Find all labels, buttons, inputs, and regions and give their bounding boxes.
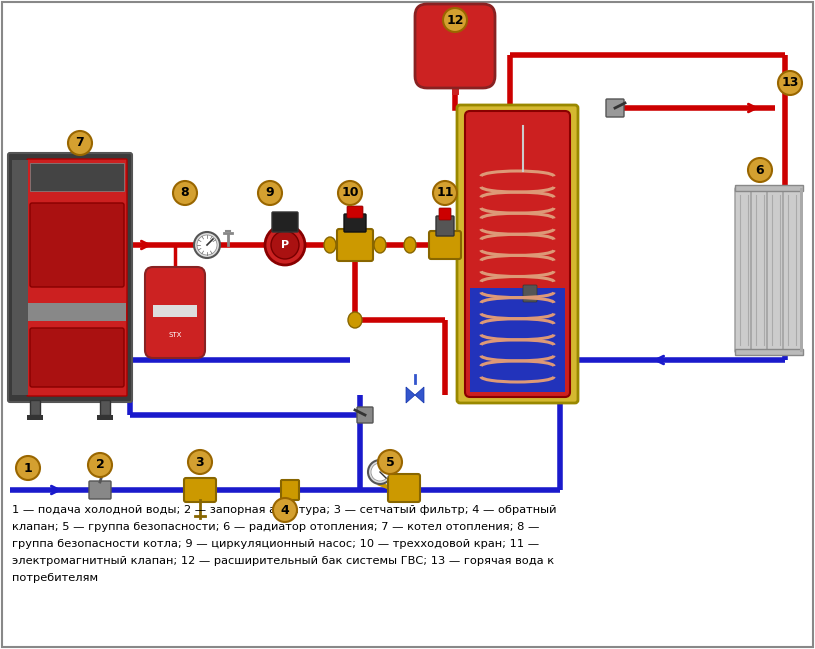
Bar [30, 400, 40, 415]
Circle shape [368, 460, 392, 484]
FancyBboxPatch shape [523, 285, 537, 302]
FancyBboxPatch shape [429, 231, 461, 259]
Text: 11: 11 [436, 186, 454, 199]
FancyBboxPatch shape [783, 187, 801, 353]
FancyBboxPatch shape [337, 229, 373, 261]
FancyBboxPatch shape [347, 206, 363, 218]
FancyBboxPatch shape [357, 407, 373, 423]
Text: 2: 2 [95, 458, 104, 472]
Ellipse shape [374, 237, 386, 253]
FancyBboxPatch shape [184, 478, 216, 502]
Bar [735, 349, 803, 355]
FancyBboxPatch shape [89, 481, 111, 499]
Bar [470, 288, 565, 392]
FancyBboxPatch shape [145, 267, 205, 358]
Text: 1 — подача холодной воды; 2 — запорная арматура; 3 — сетчатый фильтр; 4 — обратн: 1 — подача холодной воды; 2 — запорная а… [12, 505, 557, 515]
Bar [97, 415, 113, 420]
Text: 7: 7 [76, 136, 85, 149]
Circle shape [68, 131, 92, 155]
Text: 9: 9 [266, 186, 275, 199]
Bar [27, 415, 43, 420]
Circle shape [197, 235, 217, 255]
Circle shape [338, 181, 362, 205]
FancyBboxPatch shape [30, 328, 124, 387]
Text: STX: STX [169, 332, 182, 338]
Text: клапан; 5 — группа безопасности; 6 — радиатор отопления; 7 — котел отопления; 8 : клапан; 5 — группа безопасности; 6 — рад… [12, 522, 540, 532]
Bar [12, 160, 28, 395]
Circle shape [271, 231, 299, 259]
FancyBboxPatch shape [751, 187, 769, 353]
FancyBboxPatch shape [735, 187, 753, 353]
Bar [100, 400, 110, 415]
FancyBboxPatch shape [344, 214, 366, 232]
Circle shape [378, 450, 402, 474]
FancyBboxPatch shape [27, 159, 127, 396]
Circle shape [433, 181, 457, 205]
Circle shape [194, 232, 220, 258]
Bar [735, 185, 803, 191]
Bar [30, 163, 124, 191]
Circle shape [188, 450, 212, 474]
Text: 5: 5 [385, 456, 394, 469]
Bar [28, 303, 126, 321]
FancyBboxPatch shape [465, 111, 570, 397]
Text: 1: 1 [24, 461, 33, 474]
FancyBboxPatch shape [606, 99, 624, 117]
FancyBboxPatch shape [516, 298, 544, 322]
Text: 8: 8 [181, 186, 189, 199]
Text: 12: 12 [447, 14, 464, 27]
Text: 3: 3 [196, 456, 205, 469]
Polygon shape [415, 387, 424, 403]
Circle shape [371, 463, 389, 481]
Circle shape [173, 181, 197, 205]
FancyBboxPatch shape [388, 474, 420, 502]
FancyBboxPatch shape [272, 212, 298, 232]
Text: электромагнитный клапан; 12 — расширительный бак системы ГВС; 13 — горячая вода : электромагнитный клапан; 12 — расширител… [12, 556, 554, 566]
Circle shape [778, 71, 802, 95]
Ellipse shape [324, 237, 336, 253]
Text: P: P [281, 240, 289, 250]
Circle shape [265, 225, 305, 265]
Ellipse shape [348, 312, 362, 328]
Ellipse shape [429, 237, 441, 253]
Polygon shape [406, 387, 415, 403]
FancyBboxPatch shape [436, 216, 454, 236]
Circle shape [273, 498, 297, 522]
Circle shape [16, 456, 40, 480]
Circle shape [748, 158, 772, 182]
Circle shape [88, 453, 112, 477]
FancyBboxPatch shape [8, 153, 132, 402]
FancyBboxPatch shape [281, 480, 299, 500]
Text: 6: 6 [756, 164, 764, 177]
Text: потребителям: потребителям [12, 573, 98, 583]
FancyBboxPatch shape [415, 4, 495, 88]
Circle shape [443, 8, 467, 32]
Bar [153, 305, 197, 317]
Bar [800, 188, 803, 352]
Text: группа безопасности котла; 9 — циркуляционный насос; 10 — трехходовой кран; 11 —: группа безопасности котла; 9 — циркуляци… [12, 539, 540, 549]
Ellipse shape [404, 237, 416, 253]
FancyBboxPatch shape [767, 187, 785, 353]
FancyBboxPatch shape [30, 203, 124, 287]
Text: 10: 10 [341, 186, 359, 199]
Circle shape [258, 181, 282, 205]
Text: 13: 13 [782, 77, 799, 90]
FancyBboxPatch shape [439, 208, 451, 220]
FancyBboxPatch shape [457, 105, 578, 403]
Text: 4: 4 [280, 504, 289, 517]
